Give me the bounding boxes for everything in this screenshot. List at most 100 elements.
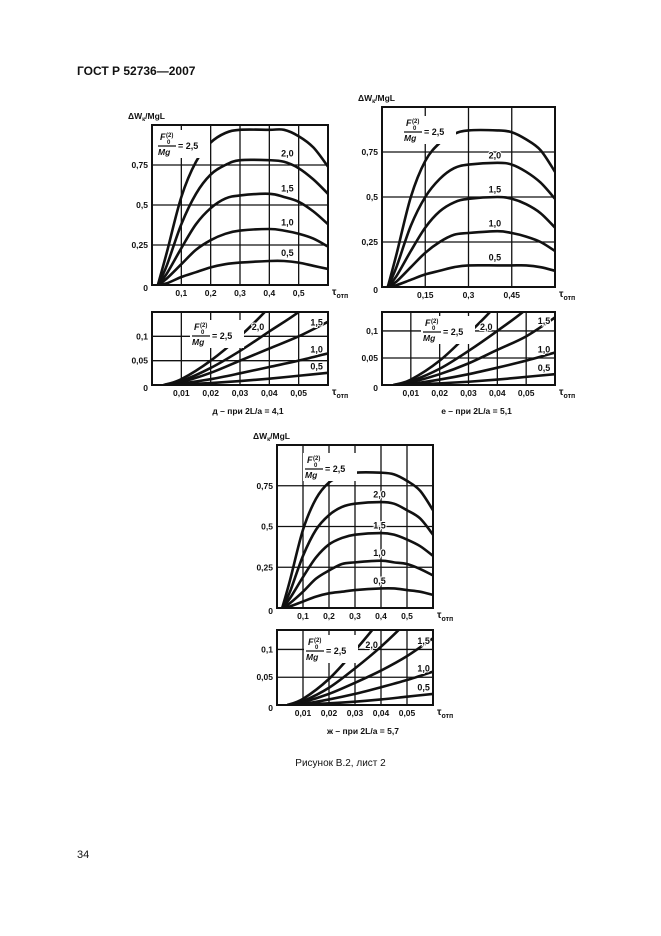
curve-2-5 bbox=[156, 128, 328, 285]
y-tick-label: 0,75 bbox=[131, 160, 148, 170]
y-tick-label: 0,1 bbox=[366, 326, 378, 336]
x-axis-label: τотп bbox=[559, 387, 575, 400]
legend-background bbox=[190, 320, 244, 348]
curve-label: 1,5 bbox=[310, 317, 323, 327]
y-axis-label-sub: к bbox=[372, 99, 375, 105]
x-tick-label: 0,5 bbox=[401, 611, 413, 621]
y-tick-label: 0,05 bbox=[256, 672, 273, 682]
y-axis-label-rest: /MgL bbox=[270, 431, 290, 441]
legend-superscript: (2) bbox=[412, 119, 419, 125]
x-tick-label: 0,02 bbox=[431, 388, 448, 398]
curve-1-0 bbox=[157, 227, 328, 285]
y-axis-label-sub: к bbox=[267, 437, 270, 443]
x-axis-label-sub: отп bbox=[336, 393, 348, 400]
curve-0-5 bbox=[393, 372, 555, 385]
legend-subscript: 0 bbox=[432, 326, 436, 332]
curve-1-5 bbox=[386, 195, 555, 287]
x-axis-label: τотп bbox=[437, 707, 453, 720]
curve-label: 1,5 bbox=[281, 183, 294, 193]
legend-value: = 2,5 bbox=[178, 141, 198, 151]
chart-д-main: 0,1 0,2 0,3 0,4 0,5 0 0,25 0,5 0,75 τотп ΔWк/MgL 2,… bbox=[128, 111, 348, 300]
curve-label: 1,5 bbox=[373, 521, 386, 531]
curve-label: 1,5 bbox=[538, 316, 551, 326]
y-tick-label: 0 bbox=[373, 285, 378, 295]
curve-label: 1,5 bbox=[417, 636, 430, 646]
x-tick-label: 0,5 bbox=[293, 288, 305, 298]
curve-1-5 bbox=[287, 637, 433, 705]
x-tick-label: 0,1 bbox=[297, 611, 309, 621]
chart-ж-detail: 0,01 0,02 0,03 0,04 0,05 0 0,05 0,1 τотп ж – при … bbox=[256, 629, 453, 736]
y-tick-label: 0,5 bbox=[136, 200, 148, 210]
legend-background bbox=[304, 635, 358, 663]
x-tick-label: 0,04 bbox=[489, 388, 506, 398]
x-axis-label-sub: отп bbox=[563, 295, 575, 302]
legend-value: = 2,5 bbox=[443, 327, 463, 337]
x-tick-label: 0,03 bbox=[460, 388, 477, 398]
x-tick-label: 0,01 bbox=[403, 388, 420, 398]
panel-caption: ж – при 2L/a = 5,7 bbox=[326, 726, 399, 736]
y-axis-label-rest: /MgL bbox=[375, 93, 395, 103]
curve-label: 1,0 bbox=[538, 344, 551, 354]
panel-caption: д – при 2L/a = 4,1 bbox=[212, 406, 284, 416]
curve-1-5 bbox=[163, 320, 328, 385]
legend-value: = 2,5 bbox=[326, 646, 346, 656]
x-tick-label: 0,02 bbox=[202, 388, 219, 398]
legend-numerator: F bbox=[308, 637, 314, 647]
curve-label: 2,0 bbox=[489, 150, 502, 160]
plot-frame bbox=[276, 444, 434, 609]
y-tick-label: 0,5 bbox=[261, 522, 273, 532]
x-axis-label-sub: отп bbox=[563, 393, 575, 400]
legend-background bbox=[402, 116, 456, 144]
legend-fraction: F (2)0Mg = 2,5 bbox=[190, 320, 244, 348]
x-axis-label: τотп bbox=[559, 289, 575, 302]
plot-frame bbox=[276, 629, 434, 706]
y-tick-label: 0,25 bbox=[131, 240, 148, 250]
curve-label: 0,5 bbox=[373, 576, 386, 586]
x-tick-label: 0,1 bbox=[175, 288, 187, 298]
y-tick-label: 0,1 bbox=[136, 331, 148, 341]
curve-label: 1,5 bbox=[489, 185, 502, 195]
plot-frame bbox=[151, 311, 329, 386]
panel-caption: е – при 2L/a = 5,1 bbox=[441, 406, 512, 416]
x-tick-label: 0,4 bbox=[375, 611, 387, 621]
curve-label: 1,0 bbox=[281, 217, 294, 227]
curve-1-0 bbox=[387, 229, 555, 287]
legend-fraction: F (2)0Mg = 2,5 bbox=[156, 130, 210, 158]
curve-label: 1,0 bbox=[310, 345, 323, 355]
curve-label: 2,0 bbox=[281, 148, 294, 158]
chart-е-detail: 0,01 0,02 0,03 0,04 0,05 0 0,05 0,1 τотп е – при … bbox=[361, 311, 575, 416]
x-tick-label: 0,03 bbox=[232, 388, 249, 398]
legend-numerator: F bbox=[194, 322, 200, 332]
curve-label: 2,0 bbox=[365, 640, 378, 650]
x-tick-label: 0,05 bbox=[518, 388, 535, 398]
x-axis-label: τотп bbox=[332, 387, 348, 400]
curve-0-5 bbox=[287, 692, 433, 705]
legend-value: = 2,5 bbox=[212, 331, 232, 341]
x-axis-label: τотп bbox=[332, 287, 348, 300]
legend-superscript: (2) bbox=[200, 323, 207, 329]
legend-background bbox=[156, 130, 210, 158]
chart-ж-main: 0,1 0,2 0,3 0,4 0,5 0 0,25 0,5 0,75 τотп ΔWк/MgL 2,… bbox=[253, 431, 453, 623]
legend-subscript: 0 bbox=[201, 330, 205, 336]
legend-subscript: 0 bbox=[413, 126, 417, 132]
chart-е-main: 0,15 0,3 0,45 0 0,25 0,5 0,75 τотп ΔWк/MgL 2,0 1,5… bbox=[358, 93, 575, 302]
x-axis-label-sub: отп bbox=[441, 616, 453, 623]
y-tick-label: 0,1 bbox=[261, 644, 273, 654]
legend-superscript: (2) bbox=[314, 638, 321, 644]
curve-label: 0,5 bbox=[417, 683, 430, 693]
y-axis-label-sub: к bbox=[142, 117, 145, 123]
legend-value: = 2,5 bbox=[325, 464, 345, 474]
x-tick-label: 0,02 bbox=[321, 708, 338, 718]
legend-fraction: F (2)0Mg = 2,5 bbox=[402, 116, 456, 144]
x-tick-label: 0,05 bbox=[290, 388, 307, 398]
legend-value: = 2,5 bbox=[424, 127, 444, 137]
x-tick-label: 0,15 bbox=[417, 290, 434, 300]
y-tick-label: 0,05 bbox=[131, 356, 148, 366]
legend-denominator: Mg bbox=[305, 470, 318, 480]
curve-0-5 bbox=[387, 263, 555, 287]
curve-1-5 bbox=[393, 316, 555, 385]
x-tick-label: 0,4 bbox=[263, 288, 275, 298]
plot-frame bbox=[381, 311, 556, 386]
curve-label: 0,5 bbox=[310, 362, 323, 372]
plot-frame bbox=[151, 124, 329, 286]
